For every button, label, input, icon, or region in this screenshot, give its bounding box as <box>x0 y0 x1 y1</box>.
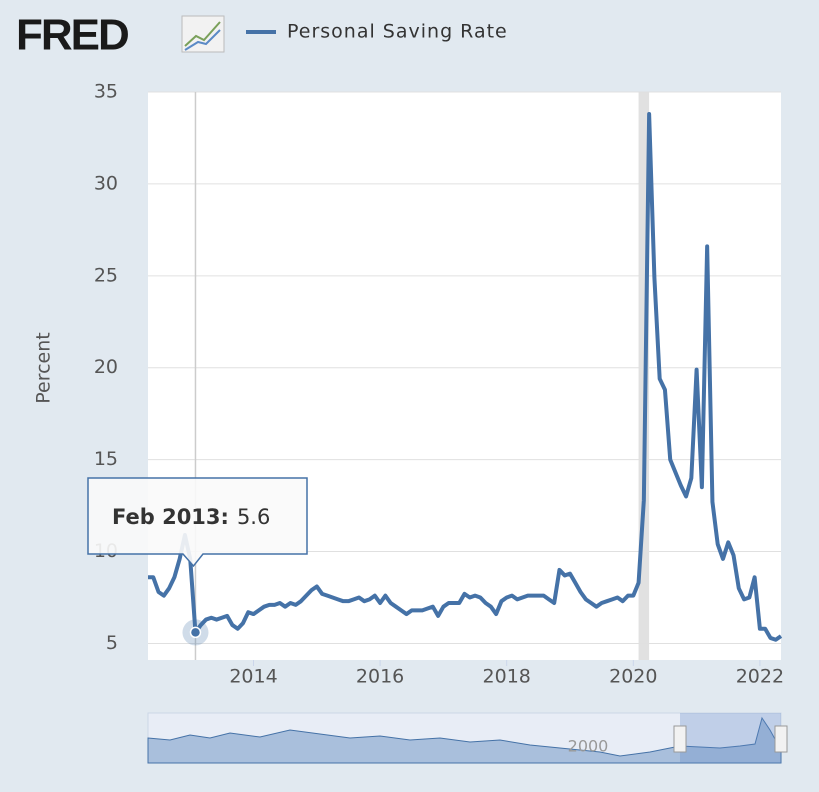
y-axis-label: Percent <box>33 332 55 404</box>
y-tick-label: 5 <box>106 632 118 654</box>
y-tick-label: 25 <box>94 264 118 286</box>
x-tick-label: 2020 <box>609 666 657 688</box>
tooltip-label: Feb 2013: <box>112 505 229 529</box>
tooltip-value: 5.6 <box>237 505 270 529</box>
legend-label[interactable]: Personal Saving Rate <box>287 21 508 43</box>
y-tick-label: 20 <box>94 356 118 378</box>
series-line <box>148 112 783 642</box>
tooltip-text: Feb 2013: 5.6 <box>112 505 270 529</box>
plot-area <box>148 92 781 660</box>
marks <box>148 92 783 660</box>
x-tick-label: 2014 <box>229 666 277 688</box>
hover-point <box>189 626 202 639</box>
navigator-label: 2000 <box>568 737 609 756</box>
tooltip-layer: Feb 2013: 5.6 <box>87 477 308 646</box>
x-tick-label: 2018 <box>483 666 531 688</box>
x-tick-label: 2022 <box>736 666 784 688</box>
navigator <box>147 712 788 764</box>
logo[interactable]: FRED <box>16 11 130 60</box>
logo-icon <box>181 15 225 53</box>
x-tick-label: 2016 <box>356 666 404 688</box>
y-tick-label: 15 <box>94 448 118 470</box>
tooltip-box <box>87 477 308 568</box>
y-tick-label: 35 <box>94 81 118 103</box>
y-tick-label: 30 <box>94 172 118 194</box>
